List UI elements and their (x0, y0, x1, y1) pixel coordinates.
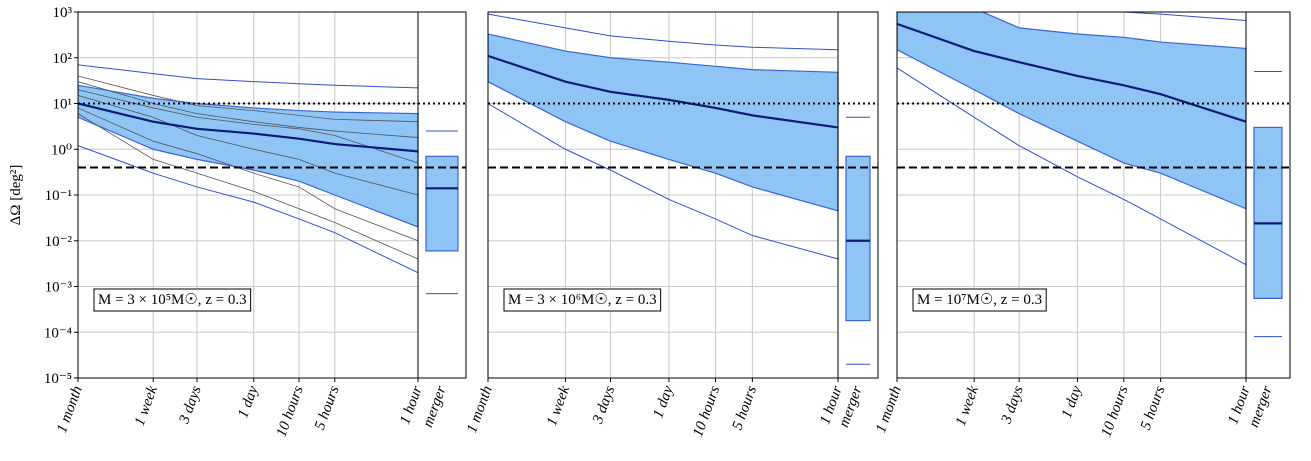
x-tick-label: 1 week (132, 384, 161, 429)
y-tick-label: 10² (53, 51, 73, 67)
x-tick-label: 1 day (1059, 384, 1085, 421)
y-tick-label: 10⁻¹ (45, 188, 72, 204)
annotation: M = 3 × 10⁶M☉, z = 0.3 (508, 292, 657, 308)
plot-area (488, 12, 878, 378)
y-tick-label: 10⁻⁴ (44, 325, 72, 341)
merger-box (845, 155, 871, 322)
x-tick-label: 5 hours (1138, 384, 1169, 432)
x-tick-label: 1 week (544, 384, 573, 429)
plot-area (897, 12, 1290, 378)
plot-area (78, 12, 466, 378)
line (78, 145, 419, 274)
x-tick-label: 5 hours (730, 384, 761, 432)
x-tick-label: 1 week (953, 384, 982, 429)
x-tick-label: 1 month (873, 384, 905, 435)
x-tick-label: 10 hours (1098, 384, 1131, 439)
line (78, 95, 419, 196)
x-tick-label: 10 hours (690, 384, 723, 439)
panel: 1 month 1 week 3 days 1 day 10 hours 5 hours 1… (464, 11, 879, 439)
x-tick-label: 1 month (464, 384, 496, 435)
x-tick-label: 5 hours (312, 384, 343, 432)
annotation-box (503, 288, 662, 312)
annotation-box (912, 288, 1047, 312)
x-tick-label: 3 days (176, 384, 205, 427)
y-tick-label: 10⁻² (45, 234, 73, 250)
panel: 1 month 1 week 3 days 1 day 10 hours 5 hours 1… (873, 11, 1291, 439)
line (488, 103, 839, 260)
line (488, 54, 839, 129)
annotation-box (93, 288, 252, 312)
band (78, 84, 419, 228)
y-tick-label: 10⁻³ (45, 280, 73, 296)
line (78, 113, 419, 260)
y-tick-label: 10³ (53, 5, 73, 21)
band (488, 33, 839, 212)
x-tick-label: 1 day (235, 384, 261, 421)
line (78, 75, 419, 123)
x-tick-label: 3 days (998, 384, 1027, 427)
merger-box (1253, 126, 1283, 299)
line (1117, 12, 1247, 22)
y-tick-label: 10⁰ (51, 142, 72, 158)
x-tick-label: 3 days (590, 384, 619, 427)
frame (487, 11, 879, 379)
line (897, 67, 1247, 266)
band (897, 12, 1247, 210)
line (897, 22, 1247, 123)
x-tick-label: 1 month (54, 384, 86, 435)
line (78, 89, 419, 164)
y-tick-label: 10⁻⁵ (44, 371, 72, 387)
y-axis-label: ΔΩ [deg²] (8, 165, 24, 226)
line (488, 13, 839, 51)
x-tick-label: 1 day (650, 384, 676, 421)
annotation: M = 10⁷M☉, z = 0.3 (917, 292, 1042, 308)
line (78, 107, 419, 242)
y-tick-label: 10¹ (53, 97, 73, 113)
panel: 10⁻⁵ 10⁻⁴ 10⁻³ 10⁻² 10⁻¹ 10⁰ 10¹ 10² 10³ 1 month 1… (44, 5, 467, 439)
line (78, 64, 419, 89)
annotation: M = 3 × 10⁵M☉, z = 0.3 (98, 292, 247, 308)
frame (896, 11, 1291, 379)
x-tick-label: 10 hours (274, 384, 307, 439)
merger-box (425, 155, 459, 252)
line (78, 102, 419, 153)
